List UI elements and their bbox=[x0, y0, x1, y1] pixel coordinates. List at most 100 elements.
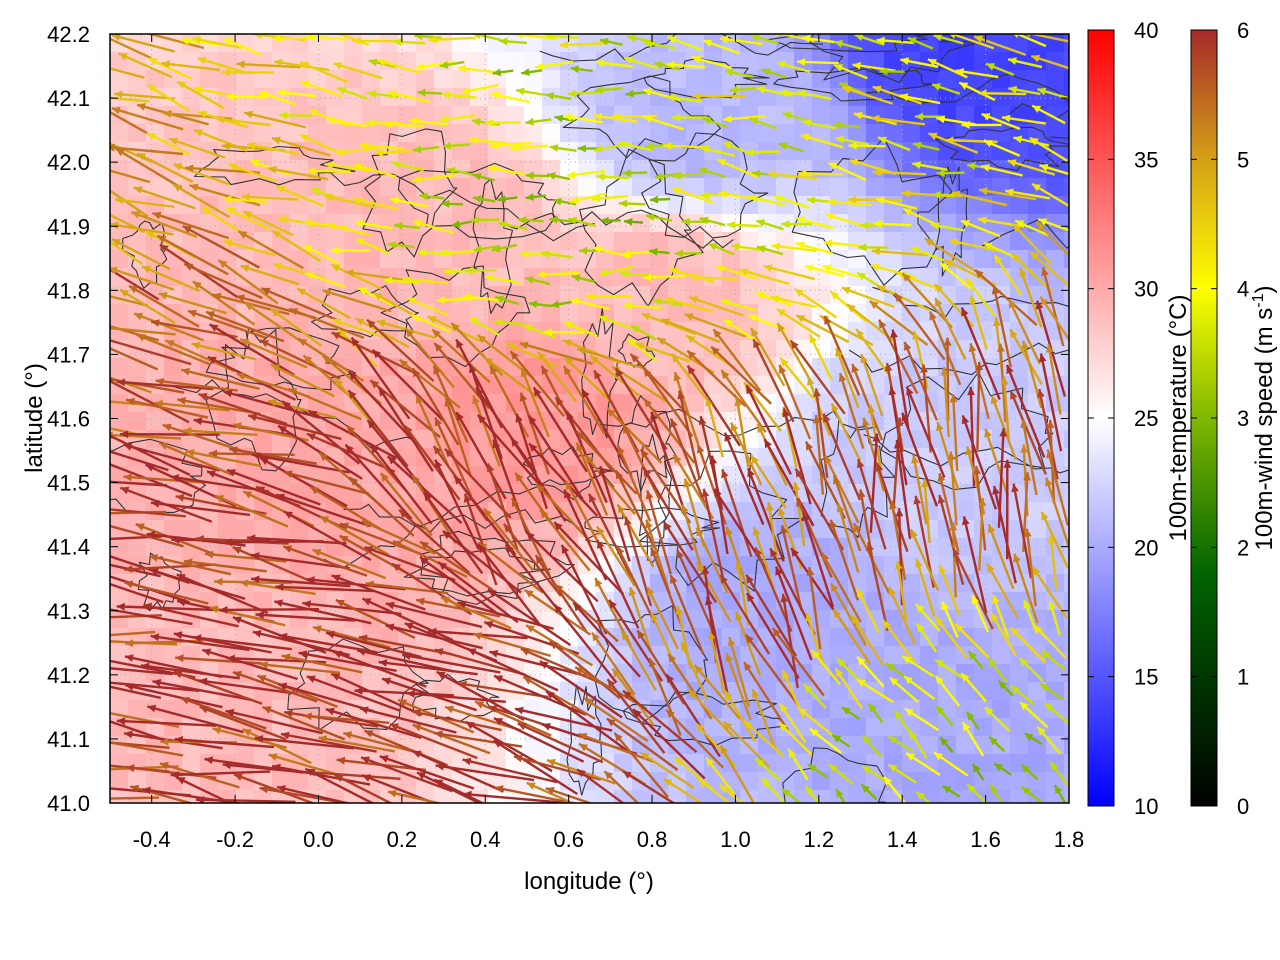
temperature-cell bbox=[128, 538, 147, 557]
temperature-cell bbox=[308, 124, 327, 143]
temperature-cell bbox=[992, 124, 1011, 143]
temperature-cell bbox=[362, 88, 381, 107]
temperature-cell bbox=[380, 412, 399, 431]
temperature-cell bbox=[524, 286, 543, 305]
temperature-cell bbox=[524, 196, 543, 215]
temperature-cell bbox=[1046, 718, 1065, 737]
temperature-cell bbox=[650, 124, 669, 143]
temperature-cell bbox=[110, 286, 129, 305]
temperature-cell bbox=[182, 70, 201, 89]
temperature-cell bbox=[1064, 772, 1069, 791]
temperature-cell bbox=[488, 304, 507, 323]
temperature-cell bbox=[200, 754, 219, 773]
temperature-cell bbox=[344, 430, 363, 449]
temperature-cell bbox=[290, 736, 309, 755]
temperature-cell bbox=[560, 376, 579, 395]
y-tick-label: 41.5 bbox=[47, 471, 90, 496]
temperature-cell bbox=[362, 232, 381, 251]
temperature-cell bbox=[416, 106, 435, 125]
temperature-cell bbox=[1064, 160, 1069, 179]
temperature-cell bbox=[416, 502, 435, 521]
temperature-cell bbox=[830, 232, 849, 251]
temperature-cell bbox=[686, 142, 705, 161]
temperature-cell bbox=[524, 34, 543, 53]
temperature-cell bbox=[308, 700, 327, 719]
temperature-cell bbox=[560, 142, 579, 161]
temperature-cell bbox=[794, 124, 813, 143]
temperature-cell bbox=[1064, 376, 1069, 395]
temperature-cell bbox=[1064, 412, 1069, 431]
temperature-cell bbox=[578, 718, 597, 737]
temperature-cell bbox=[236, 124, 255, 143]
temperature-cell bbox=[578, 178, 597, 197]
temperature-cell bbox=[326, 124, 345, 143]
temperature-cell bbox=[1028, 664, 1047, 683]
temperature-cell bbox=[416, 124, 435, 143]
temperature-cell bbox=[596, 664, 615, 683]
temperature-cell bbox=[470, 178, 489, 197]
temperature-cell bbox=[740, 250, 759, 269]
temperature-cell bbox=[830, 178, 849, 197]
temperature-cell bbox=[1046, 250, 1065, 269]
temperature-cell bbox=[614, 304, 633, 323]
y-tick-label: 42.0 bbox=[47, 150, 90, 175]
wind-colorbar-label-superscript: -1 bbox=[1250, 293, 1267, 307]
temperature-cell bbox=[452, 34, 471, 53]
temperature-cell bbox=[434, 178, 453, 197]
temperature-cell bbox=[506, 556, 525, 575]
temperature-cell bbox=[110, 538, 129, 557]
temperature-cell bbox=[290, 196, 309, 215]
temperature-cell bbox=[128, 790, 147, 803]
temperature-cell bbox=[650, 178, 669, 197]
temperature-cell bbox=[1064, 142, 1069, 161]
temperature-cell bbox=[542, 124, 561, 143]
temperature-cell bbox=[344, 790, 363, 803]
temperature-cell bbox=[326, 178, 345, 197]
temperature-cell bbox=[164, 718, 183, 737]
temperature-cell bbox=[380, 502, 399, 521]
temperature-cell bbox=[920, 52, 939, 71]
temperature-cell bbox=[1010, 106, 1029, 125]
temperature-cell bbox=[488, 790, 507, 803]
temperature-cell bbox=[398, 70, 417, 89]
temperature-cell bbox=[560, 304, 579, 323]
temperature-cell bbox=[110, 250, 129, 269]
temperature-cell bbox=[974, 772, 993, 791]
temperature-cell bbox=[542, 160, 561, 179]
temperature-cell bbox=[956, 196, 975, 215]
temperature-cell bbox=[344, 232, 363, 251]
temperature-cell bbox=[416, 340, 435, 359]
temperature-cell bbox=[236, 178, 255, 197]
temperature-cell bbox=[560, 70, 579, 89]
temperature-cell bbox=[416, 250, 435, 269]
temperature-cell bbox=[1028, 754, 1047, 773]
temperature-cell bbox=[254, 70, 273, 89]
temperature-cell bbox=[1064, 664, 1069, 683]
temperature-cell bbox=[506, 592, 525, 611]
temperature-cell bbox=[344, 250, 363, 269]
temperature-cell bbox=[1064, 340, 1069, 359]
temperature-cell bbox=[542, 304, 561, 323]
temperature-cell bbox=[1064, 106, 1069, 125]
temperature-cell bbox=[398, 160, 417, 179]
temperature-cell bbox=[362, 106, 381, 125]
temperature-cell bbox=[578, 502, 597, 521]
temperature-cell bbox=[416, 232, 435, 251]
temperature-cell bbox=[866, 700, 885, 719]
temperature-cell bbox=[236, 520, 255, 539]
temperature-cell bbox=[542, 412, 561, 431]
temperature-cell bbox=[434, 700, 453, 719]
wind-colorbar-tick-label: 2 bbox=[1237, 535, 1249, 560]
temperature-cell bbox=[956, 52, 975, 71]
temperature-cell bbox=[434, 106, 453, 125]
temperature-cell bbox=[254, 358, 273, 377]
temperature-cell bbox=[650, 556, 669, 575]
temperature-cell bbox=[650, 250, 669, 269]
temperature-cell bbox=[794, 142, 813, 161]
temperature-cell bbox=[650, 34, 669, 53]
temperature-cell bbox=[218, 340, 237, 359]
temperature-cell bbox=[812, 142, 831, 161]
temperature-cell bbox=[992, 196, 1011, 215]
temperature-cell bbox=[164, 358, 183, 377]
temperature-cell bbox=[524, 214, 543, 233]
